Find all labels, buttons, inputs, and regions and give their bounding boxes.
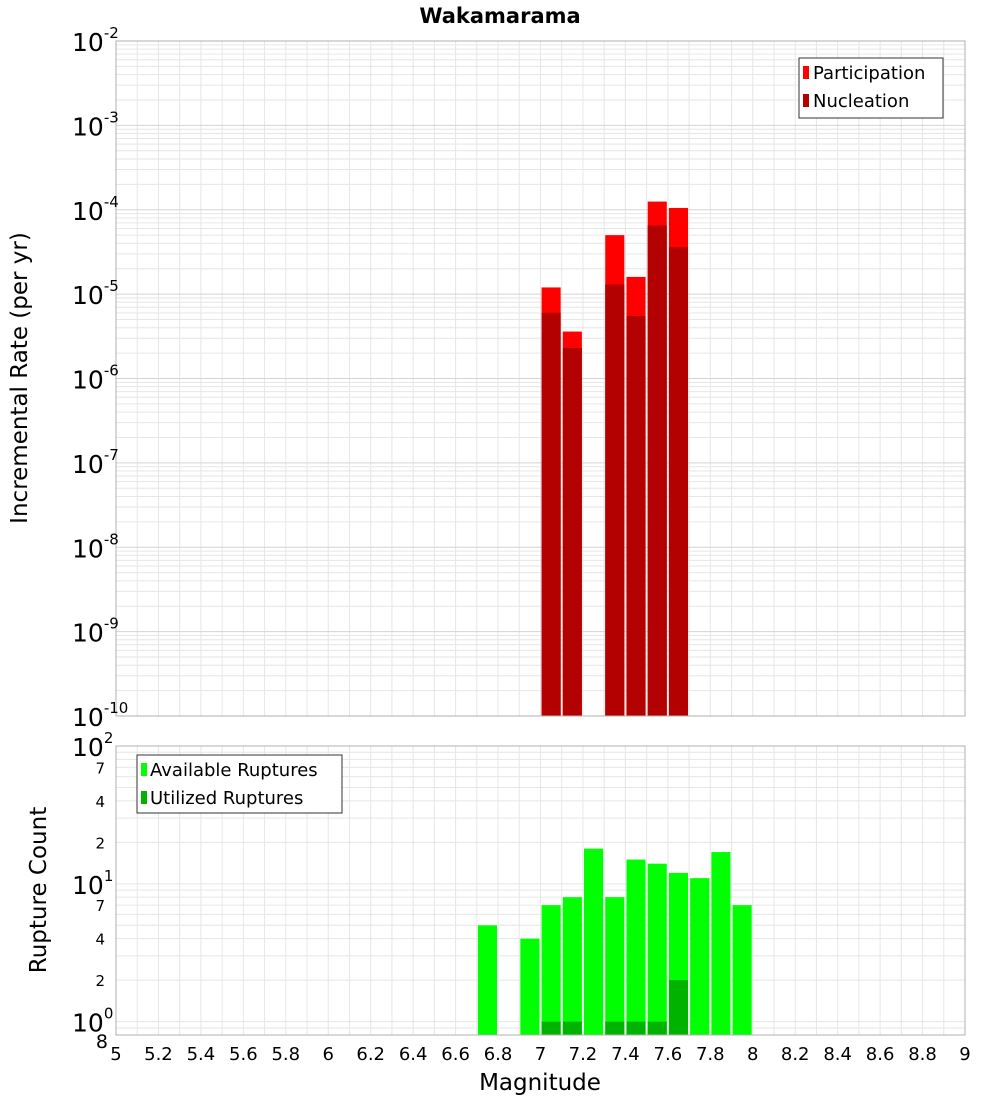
x-axis-label: Magnitude xyxy=(479,1070,601,1096)
legend-swatch-nucleation xyxy=(803,94,809,107)
top-plot-grid xyxy=(115,41,966,717)
bottom-y-axis-label: Rupture Count xyxy=(26,807,52,973)
bottom-y-tick-label: 7 xyxy=(95,759,105,777)
bottom-legend: Available Ruptures Utilized Ruptures xyxy=(136,754,343,814)
x-tick-label: 6.2 xyxy=(356,1044,385,1065)
x-tick-label: 8.4 xyxy=(823,1044,852,1065)
available-ruptures-bar xyxy=(477,925,497,1035)
legend-swatch-participation xyxy=(803,66,809,79)
top-y-tick-label: 10-8 xyxy=(72,530,119,563)
x-tick-label: 5 xyxy=(110,1044,121,1065)
bottom-plot-frame xyxy=(115,745,966,1036)
utilized-ruptures-bar xyxy=(647,1021,667,1035)
available-ruptures-bar xyxy=(732,905,752,1035)
top-y-tick-label: 10-4 xyxy=(72,193,119,226)
chart-title: Wakamarama xyxy=(419,4,580,28)
x-tick-label: 8 xyxy=(747,1044,758,1065)
legend-swatch-available xyxy=(141,763,147,776)
nucleation-bar xyxy=(562,347,582,716)
x-tick-label: 7.6 xyxy=(654,1044,683,1065)
top-y-tick-label: 10-6 xyxy=(72,362,119,395)
bottom-y-tick-label: 8 xyxy=(96,1031,108,1053)
x-tick-label: 5.2 xyxy=(144,1044,173,1065)
top-y-tick-label: 10-7 xyxy=(72,446,119,479)
bottom-y-tick-label: 2 xyxy=(95,834,105,852)
top-y-tick-label: 10-3 xyxy=(72,108,119,141)
x-tick-label: 9 xyxy=(959,1044,970,1065)
nucleation-bar xyxy=(541,312,561,716)
utilized-ruptures-bar xyxy=(668,980,689,1035)
legend-label-available: Available Ruptures xyxy=(150,760,318,781)
available-ruptures-bar xyxy=(626,859,646,1035)
available-ruptures-bar xyxy=(711,852,731,1035)
top-y-tick-label: 10-5 xyxy=(72,277,119,310)
x-tick-label: 6.4 xyxy=(399,1044,428,1065)
utilized-ruptures-bar xyxy=(605,1021,625,1035)
x-tick-labels: 5 5.2 5.4 5.6 5.8 6 6.2 6.4 6.6 6.8 7 7.2 7.4 7.6 7.8 8… xyxy=(110,1044,970,1065)
x-tick-label: 5.4 xyxy=(187,1044,216,1065)
bottom-y-tick-label: 2 xyxy=(95,972,105,990)
utilized-ruptures-bar xyxy=(562,1021,582,1035)
bottom-y-tick-label: 100 xyxy=(72,1005,113,1038)
top-y-tick-label: 10-2 xyxy=(72,24,119,57)
x-tick-label: 8.6 xyxy=(866,1044,895,1065)
top-y-tick-label: 10-9 xyxy=(72,615,119,648)
bottom-plot-bars xyxy=(477,848,752,1035)
legend-label-participation: Participation xyxy=(813,63,925,84)
legend-label-utilized: Utilized Ruptures xyxy=(150,788,303,809)
utilized-ruptures-bar xyxy=(541,1021,561,1035)
available-ruptures-bar xyxy=(562,897,582,1035)
x-tick-label: 8.8 xyxy=(908,1044,937,1065)
bottom-y-tick-label: 4 xyxy=(95,793,105,811)
x-tick-label: 6 xyxy=(323,1044,334,1065)
x-tick-label: 8.2 xyxy=(781,1044,810,1065)
x-tick-label: 6.8 xyxy=(484,1044,513,1065)
x-tick-label: 7.2 xyxy=(569,1044,598,1065)
top-plot-bars xyxy=(541,201,689,716)
legend-swatch-utilized xyxy=(141,791,147,804)
bottom-y-tick-label: 7 xyxy=(95,897,105,915)
bottom-y-tick-label: 101 xyxy=(72,867,113,900)
bottom-y-tick-label: 102 xyxy=(72,729,113,762)
nucleation-bar xyxy=(626,316,646,716)
x-tick-label: 7.8 xyxy=(696,1044,725,1065)
available-ruptures-bar xyxy=(584,848,604,1035)
x-tick-label: 6.6 xyxy=(441,1044,470,1065)
available-ruptures-bar xyxy=(520,938,540,1035)
top-plot-frame xyxy=(115,40,966,717)
nucleation-bar xyxy=(605,284,625,716)
top-legend: Participation Nucleation xyxy=(798,57,944,119)
top-y-axis-label: Incremental Rate (per yr) xyxy=(7,232,33,524)
top-legend-box xyxy=(798,57,944,119)
legend-label-nucleation: Nucleation xyxy=(813,91,909,112)
x-tick-label: 5.6 xyxy=(229,1044,258,1065)
top-y-tick-label: 10-10 xyxy=(72,699,128,732)
available-ruptures-bar xyxy=(647,863,667,1035)
bottom-legend-box xyxy=(136,754,343,814)
available-ruptures-bar xyxy=(690,878,710,1035)
nucleation-bar xyxy=(668,247,689,716)
x-tick-label: 7 xyxy=(535,1044,546,1065)
x-tick-label: 7.4 xyxy=(611,1044,640,1065)
nucleation-bar xyxy=(647,225,667,716)
utilized-ruptures-bar xyxy=(626,1021,646,1035)
bottom-y-tick-label: 4 xyxy=(95,931,105,949)
available-ruptures-bar xyxy=(605,897,625,1035)
x-tick-label: 5.8 xyxy=(271,1044,300,1065)
top-y-tick-labels: 10-2 10-3 10-4 10-5 10-6 10-7 10-8 10-9 10-10 xyxy=(72,24,128,732)
available-ruptures-bar xyxy=(541,905,561,1035)
